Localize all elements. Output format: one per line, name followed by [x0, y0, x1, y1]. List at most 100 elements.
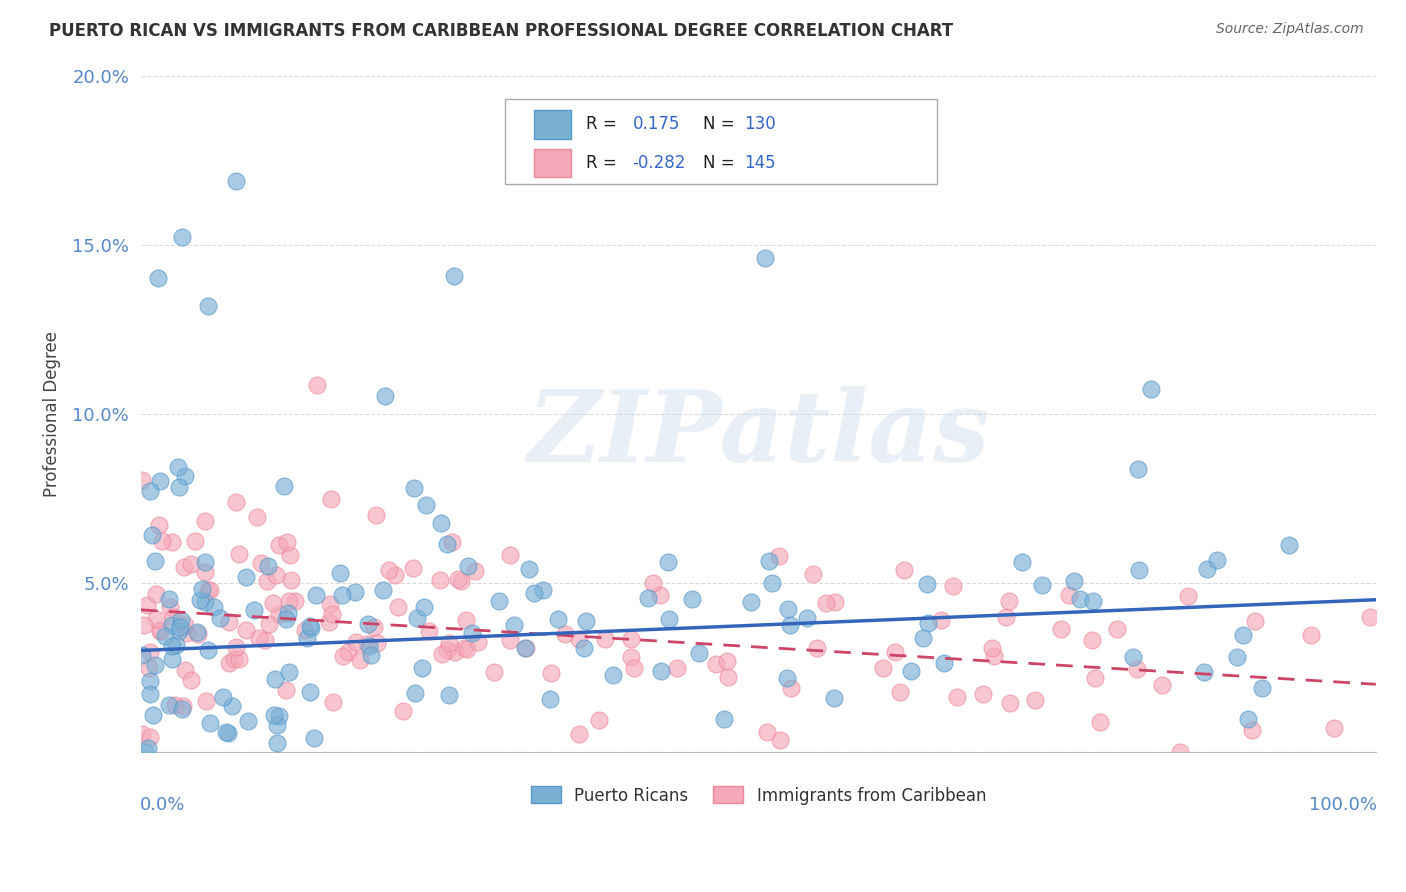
Point [267, 539, 290, 553]
Point [188, 593, 211, 607]
Point [436, 642, 458, 657]
Point [823, 690, 845, 705]
Point [658, 612, 681, 626]
Point [225, 640, 247, 654]
Point [194, 595, 217, 609]
Point [780, 681, 803, 695]
Point [138, 687, 160, 701]
Point [143, 554, 166, 568]
Point [446, 572, 468, 586]
Point [776, 601, 799, 615]
Point [359, 639, 381, 653]
Point [349, 653, 371, 667]
Point [457, 559, 479, 574]
Point [157, 592, 180, 607]
Point [263, 707, 285, 722]
Point [218, 656, 240, 670]
Point [208, 611, 231, 625]
Point [136, 598, 159, 612]
Text: N =: N = [703, 154, 734, 172]
Point [681, 592, 703, 607]
Point [139, 731, 162, 745]
Point [274, 683, 297, 698]
Point [1195, 561, 1218, 575]
Point [806, 641, 828, 656]
Point [329, 566, 352, 581]
Point [499, 632, 522, 647]
Point [620, 650, 643, 665]
Point [174, 664, 197, 678]
Point [1011, 555, 1033, 569]
Point [456, 641, 478, 656]
Point [568, 632, 591, 646]
Point [713, 712, 735, 726]
Text: R =: R = [585, 154, 616, 172]
Point [378, 563, 401, 577]
Point [593, 632, 616, 647]
Point [972, 686, 994, 700]
Point [299, 685, 322, 699]
Point [257, 616, 280, 631]
Point [404, 481, 426, 495]
Point [429, 573, 451, 587]
Point [173, 560, 195, 574]
Point [238, 714, 260, 728]
Point [498, 548, 520, 562]
Point [415, 499, 437, 513]
Point [200, 715, 222, 730]
Point [197, 642, 219, 657]
Point [162, 639, 184, 653]
Point [1206, 553, 1229, 567]
Point [318, 615, 340, 629]
Point [779, 618, 801, 632]
Point [406, 611, 429, 625]
Point [554, 626, 576, 640]
Point [637, 591, 659, 606]
Point [740, 595, 762, 609]
Text: R =: R = [585, 115, 616, 134]
Point [321, 607, 343, 621]
Point [169, 620, 191, 634]
Point [186, 625, 208, 640]
Point [149, 624, 172, 638]
Point [159, 599, 181, 614]
Point [262, 596, 284, 610]
Point [278, 548, 301, 562]
Point [623, 661, 645, 675]
Point [666, 661, 689, 675]
Point [488, 594, 510, 608]
Point [174, 468, 197, 483]
Point [436, 536, 458, 550]
Point [277, 606, 299, 620]
Point [761, 576, 783, 591]
Point [1122, 649, 1144, 664]
Point [872, 660, 894, 674]
Point [280, 573, 302, 587]
Point [364, 508, 387, 522]
Point [148, 624, 170, 638]
Point [1323, 721, 1346, 735]
Bar [534, 110, 571, 138]
Point [277, 594, 299, 608]
Point [523, 585, 546, 599]
Point [430, 516, 453, 530]
Point [796, 611, 818, 625]
Point [657, 556, 679, 570]
Point [932, 657, 955, 671]
Point [139, 645, 162, 659]
Point [225, 495, 247, 509]
Point [150, 533, 173, 548]
Point [440, 535, 463, 549]
Point [138, 661, 160, 675]
Point [602, 667, 624, 681]
Point [704, 657, 727, 672]
Point [648, 589, 671, 603]
Point [461, 626, 484, 640]
Point [1126, 461, 1149, 475]
Point [1049, 623, 1071, 637]
Point [754, 251, 776, 265]
Point [443, 645, 465, 659]
Point [768, 549, 790, 564]
Point [148, 517, 170, 532]
Point [453, 641, 475, 656]
